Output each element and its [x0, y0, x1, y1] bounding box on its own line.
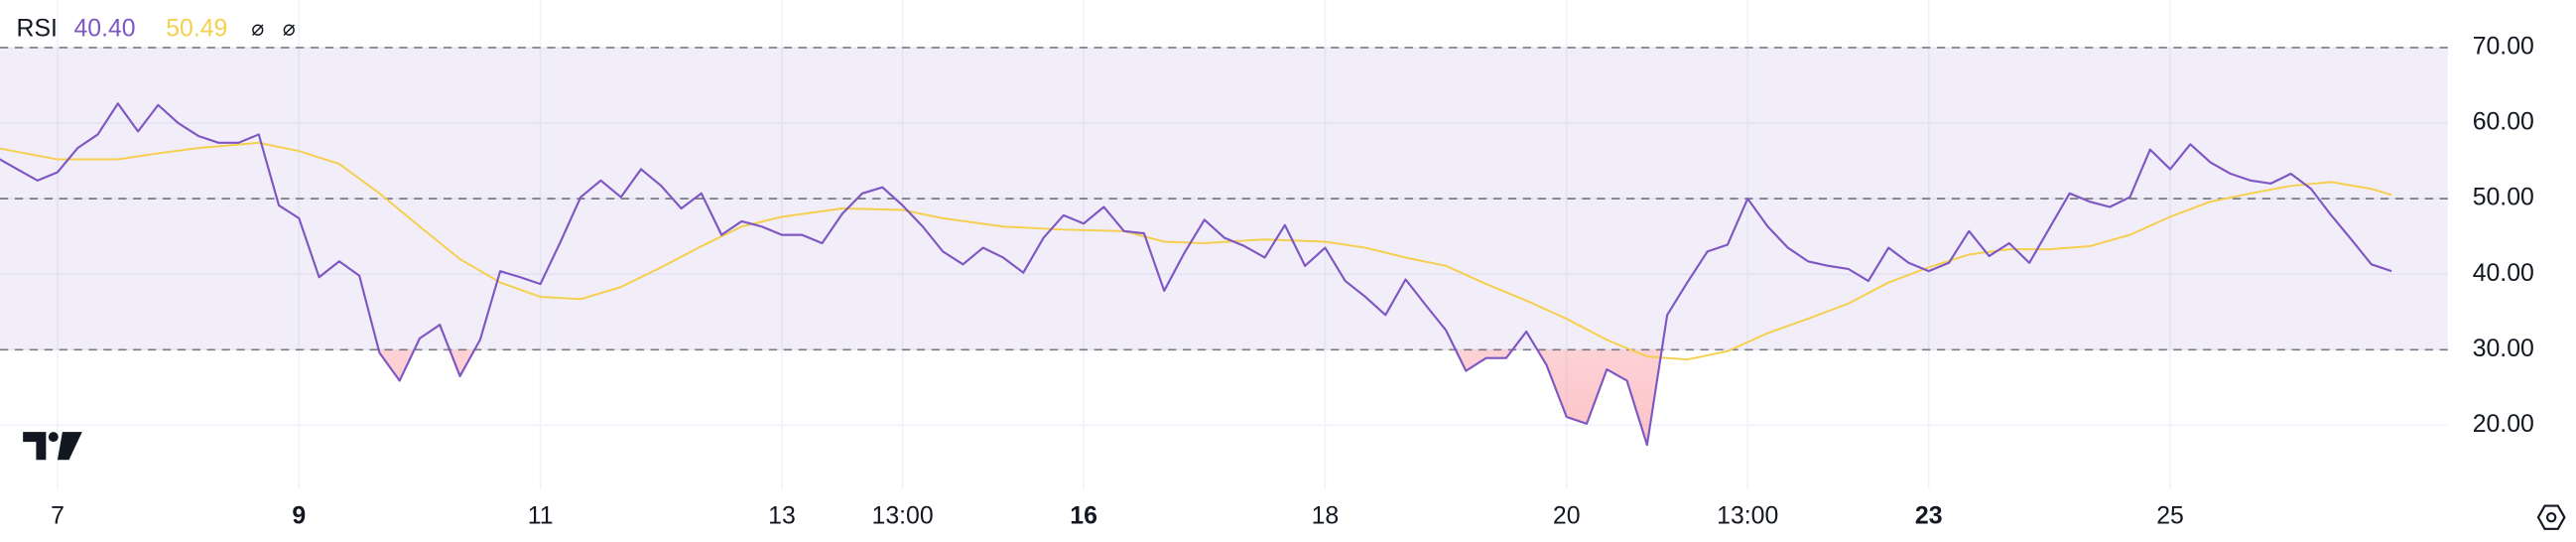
x-tick-label: 18 [1312, 503, 1340, 530]
y-tick-label: 20.00 [2473, 411, 2534, 438]
axis-layer: 20.00 30.00 40.00 50.00 60.00 70.00 7 9 11 13 13:0… [51, 34, 2534, 530]
x-tick-label: 16 [1070, 503, 1097, 530]
x-tick-label: 13 [768, 503, 796, 530]
y-tick-label: 70.00 [2473, 34, 2534, 61]
plot-layer [0, 102, 2392, 447]
logo [23, 432, 82, 461]
y-tick-label: 40.00 [2473, 260, 2534, 287]
x-tick-label: 13:00 [1717, 503, 1778, 530]
x-tick-label: 11 [528, 503, 554, 530]
x-tick-label: 13:00 [872, 503, 934, 530]
x-tick-label: 20 [1553, 503, 1581, 530]
indicator-title: RSI [17, 15, 58, 42]
settings-icon[interactable] [2536, 504, 2566, 530]
legend-symbol: ⌀ [283, 16, 296, 40]
legend-value: 50.49 [166, 15, 227, 42]
x-tick-label: 9 [292, 503, 306, 530]
x-tick-label: 23 [1915, 503, 1943, 530]
x-tick-label: 7 [51, 503, 64, 530]
series-line [0, 141, 2392, 361]
series-line [0, 102, 2392, 447]
x-tick-label: 25 [2156, 503, 2184, 530]
band-layer [0, 47, 2448, 351]
y-tick-label: 30.00 [2473, 336, 2534, 362]
y-tick-label: 60.00 [2473, 109, 2534, 136]
legend-header: RSI 40.40 50.49 ⌀ ⌀ [17, 15, 296, 42]
legend-symbol: ⌀ [251, 16, 264, 40]
legend-value: 40.40 [74, 15, 136, 42]
y-tick-label: 50.00 [2473, 185, 2534, 211]
band-fill [0, 47, 2448, 350]
